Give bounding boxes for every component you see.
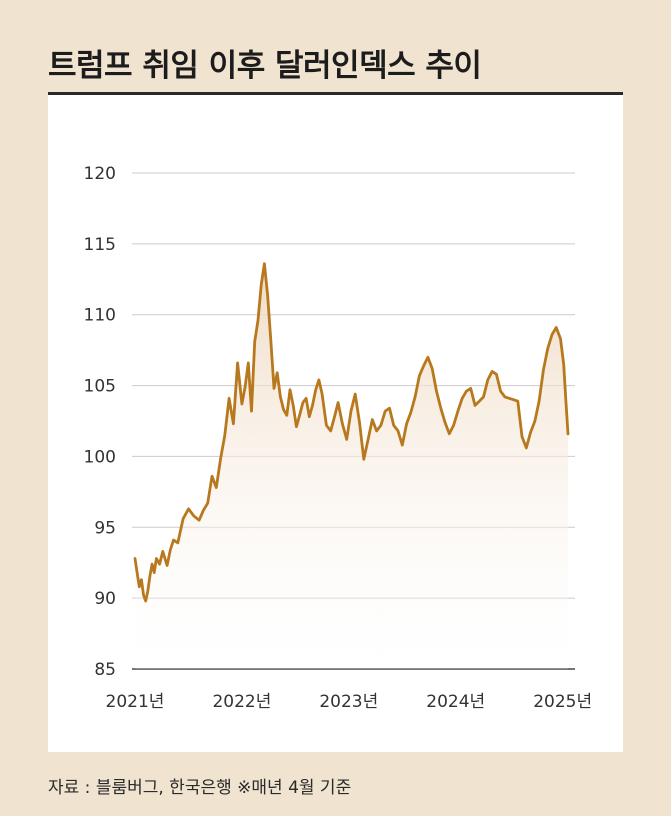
chart-title: 트럼프 취임 이후 달러인덱스 추이 — [48, 48, 482, 84]
series-area-fill — [135, 263, 568, 669]
y-tick-label: 95 — [94, 518, 116, 538]
x-tick-label: 2023년 — [319, 692, 378, 712]
x-tick-label: 2022년 — [212, 692, 271, 712]
y-tick-label: 100 — [84, 447, 116, 467]
x-tick-label: 2025년 — [533, 692, 592, 712]
y-axis-ticks: 85 90 95 100 105 110 115 120 — [84, 164, 116, 680]
y-tick-label: 115 — [84, 235, 116, 255]
title-underline — [48, 92, 623, 95]
series-line — [133, 262, 570, 603]
x-tick-label: 2021년 — [106, 692, 165, 712]
y-tick-label: 105 — [84, 377, 116, 397]
y-tick-label: 110 — [84, 306, 116, 326]
chart-panel: 85 90 95 100 105 110 115 120 2021년 2022년 2023년 202… — [48, 95, 623, 752]
x-tick-label: 2024년 — [426, 692, 485, 712]
x-axis-ticks: 2021년 2022년 2023년 2024년 2025년 — [106, 692, 593, 712]
y-tick-label: 120 — [84, 164, 116, 184]
source-note: 자료 : 블룸버그, 한국은행 ※매년 4월 기준 — [48, 778, 352, 798]
y-tick-label: 90 — [94, 589, 116, 609]
y-tick-label: 85 — [94, 660, 116, 680]
